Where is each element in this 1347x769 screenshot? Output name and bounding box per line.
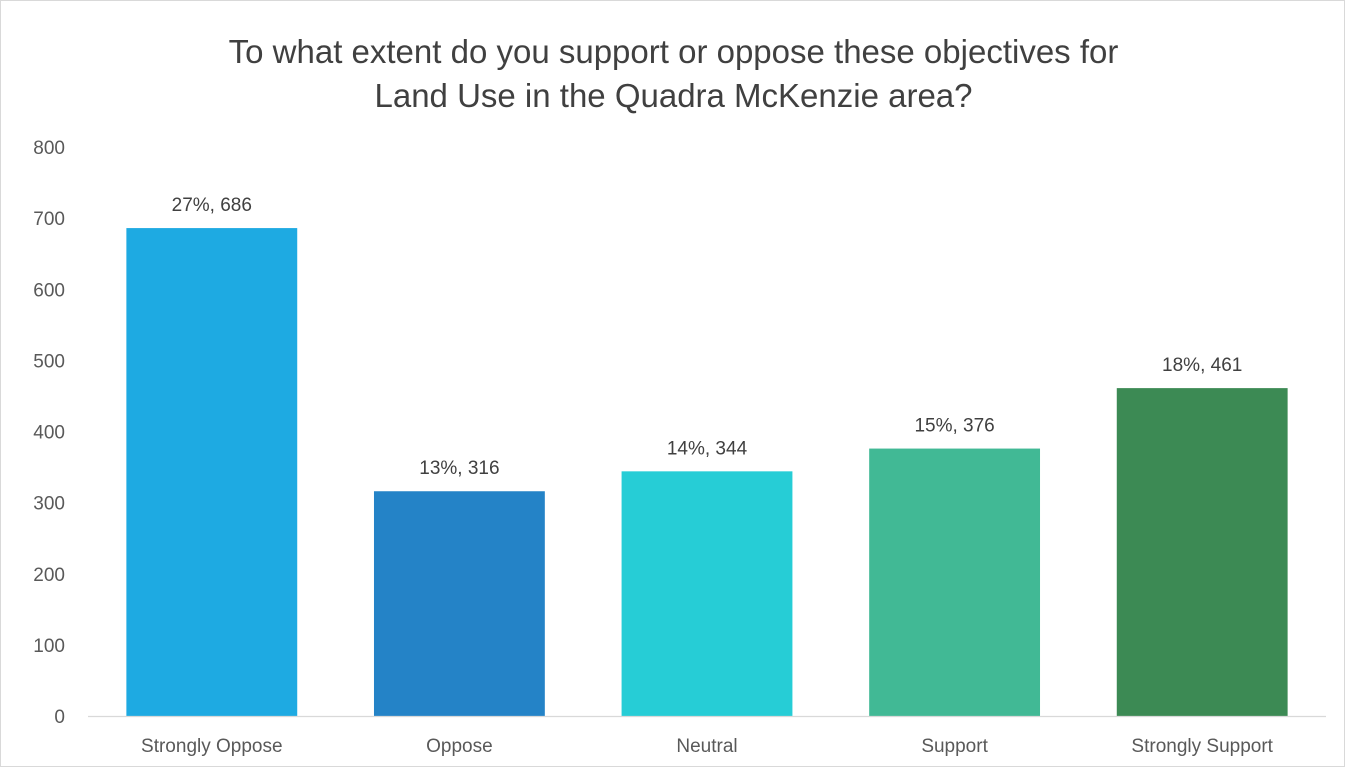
bars <box>126 228 1288 716</box>
data-label: 13%, 316 <box>419 458 499 479</box>
bar <box>1116 388 1288 716</box>
bar <box>621 471 793 716</box>
bar <box>126 228 298 716</box>
y-tick-label: 0 <box>54 707 65 728</box>
y-tick-label: 300 <box>33 494 65 515</box>
chart-title: To what extent do you support or oppose … <box>0 30 1347 118</box>
data-labels: 27%, 686 13%, 316 14%, 344 15%, 376 18%, 461 <box>172 195 1243 479</box>
data-label: 27%, 686 <box>172 195 252 216</box>
y-tick-label: 700 <box>33 209 65 230</box>
data-label: 15%, 376 <box>914 416 994 437</box>
bar <box>869 448 1041 716</box>
y-tick-label: 200 <box>33 565 65 586</box>
x-tick-label: Strongly Oppose <box>141 736 283 757</box>
y-tick-label: 100 <box>33 636 65 657</box>
x-axis: Strongly Oppose Oppose Neutral Support Stron… <box>88 715 1326 757</box>
x-tick-label: Neutral <box>676 736 737 757</box>
x-tick-label: Oppose <box>426 736 493 757</box>
data-label: 14%, 344 <box>667 438 748 459</box>
x-tick-label: Support <box>921 736 988 757</box>
y-tick-label: 600 <box>33 280 65 301</box>
data-label: 18%, 461 <box>1162 355 1242 376</box>
y-tick-label: 800 <box>33 138 65 159</box>
chart-title-line-2: Land Use in the Quadra McKenzie area? <box>374 77 973 114</box>
bar <box>373 491 545 716</box>
x-tick-label: Strongly Support <box>1131 736 1273 757</box>
y-tick-label: 500 <box>33 351 65 372</box>
y-axis: 0 100 200 300 400 500 600 700 800 <box>33 138 65 728</box>
chart-title-line-1: To what extent do you support or oppose … <box>228 33 1119 70</box>
y-tick-label: 400 <box>33 423 65 444</box>
